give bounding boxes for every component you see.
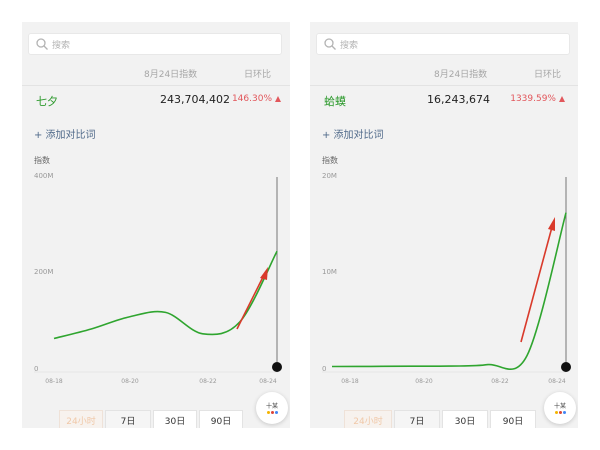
series-line (53, 250, 278, 340)
cursor-handle[interactable] (561, 362, 571, 372)
fab-label: 十某 (553, 402, 566, 410)
annotation-arrow-head (260, 267, 268, 280)
fab-logo-icon (266, 410, 278, 414)
x-tick-label: 08-20 (121, 378, 139, 385)
series-line (331, 212, 567, 370)
y-tick-label: 200M (34, 268, 53, 276)
search-icon (324, 38, 336, 50)
index-value: 16,243,674 (427, 93, 490, 106)
y-tick-label: 10M (322, 268, 337, 276)
header-date: 8月24日指数 (144, 70, 198, 80)
tab-7d[interactable]: 7日 (105, 410, 151, 428)
annotation-arrow (236, 274, 265, 330)
divider (310, 85, 578, 86)
change-percent: 146.30% (231, 94, 272, 104)
change-percent: 1339.59% (510, 94, 556, 104)
x-tick-label: 08-22 (491, 378, 509, 385)
floating-action-button[interactable]: 十某 (256, 392, 288, 424)
annotation-arrow-head (548, 217, 555, 231)
keyword-label[interactable]: 蛤蟆 (324, 95, 346, 108)
x-tick-label: 08-18 (45, 378, 63, 385)
tab-90d[interactable]: 90日 (490, 410, 536, 428)
y-axis-label: 指数 (34, 155, 50, 165)
search-input[interactable]: 搜索 (316, 33, 570, 55)
annotation-arrow (520, 226, 553, 343)
y-tick-label: 0 (322, 365, 326, 373)
up-arrow-icon (559, 96, 565, 102)
tab-90d[interactable]: 90日 (199, 410, 243, 428)
trend-panel-right: 搜索 8月24日指数 日环比 蛤蟆 16,243,674 1339.59% + … (310, 22, 578, 428)
tab-30d[interactable]: 30日 (153, 410, 197, 428)
tab-24h[interactable]: 24小时 (344, 410, 392, 428)
y-tick-label: 400M (34, 172, 53, 180)
cursor-handle[interactable] (272, 362, 282, 372)
search-input[interactable]: 搜索 (28, 33, 282, 55)
x-tick-label: 08-22 (199, 378, 217, 385)
y-tick-label: 20M (322, 172, 337, 180)
x-tick-label: 08-20 (415, 378, 433, 385)
fab-logo-icon (554, 410, 566, 414)
y-axis-label: 指数 (322, 155, 338, 165)
trend-panel-left: 搜索 8月24日指数 日环比 七夕 243,704,402 146.30% + … (22, 22, 290, 428)
header-change: 日环比 (244, 70, 272, 80)
trend-chart: 指数 400M 200M 0 08-18 08-20 08-22 08-24 (34, 155, 282, 385)
add-compare-term-button[interactable]: + 添加对比词 (34, 130, 96, 141)
search-icon (36, 38, 48, 50)
divider (22, 85, 290, 86)
fab-label: 十某 (265, 402, 278, 410)
x-tick-label: 08-18 (341, 378, 359, 385)
index-value: 243,704,402 (160, 93, 230, 106)
range-tabs: 24小时 7日 30日 90日 (344, 410, 536, 428)
tab-24h[interactable]: 24小时 (59, 410, 103, 428)
range-tabs: 24小时 7日 30日 90日 (59, 410, 243, 428)
x-tick-label: 08-24 (259, 378, 277, 385)
header-date: 8月24日指数 (434, 70, 488, 80)
floating-action-button[interactable]: 十某 (544, 392, 576, 424)
search-placeholder: 搜索 (52, 40, 71, 51)
search-placeholder: 搜索 (340, 40, 359, 51)
x-tick-label: 08-24 (548, 378, 566, 385)
keyword-label[interactable]: 七夕 (36, 95, 58, 108)
tab-7d[interactable]: 7日 (394, 410, 440, 428)
tab-30d[interactable]: 30日 (442, 410, 488, 428)
up-arrow-icon (275, 96, 281, 102)
add-compare-term-button[interactable]: + 添加对比词 (322, 130, 384, 141)
header-change: 日环比 (534, 70, 562, 80)
trend-chart: 指数 20M 10M 0 08-18 08-20 08-22 08-24 (322, 155, 571, 385)
y-tick-label: 0 (34, 365, 38, 373)
